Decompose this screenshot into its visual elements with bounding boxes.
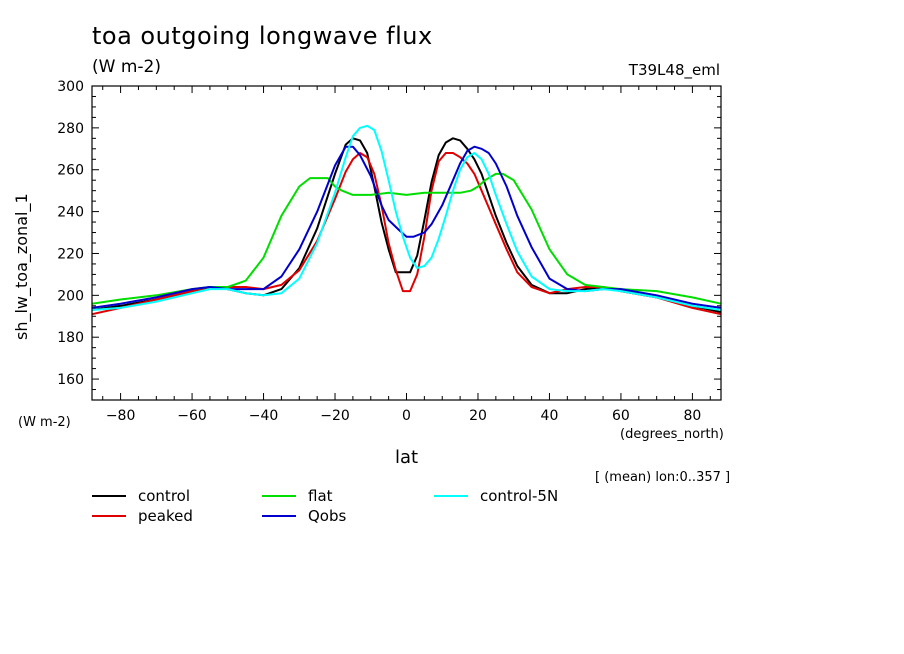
chart-subtitle-units: (W m-2) [92,57,161,77]
x-tick-label: 80 [683,408,701,424]
legend-label: control-5N [480,487,559,505]
legend-swatch [434,495,468,497]
legend-swatch [92,495,126,497]
x-tick-label: −80 [106,408,136,424]
x-tick-label: 0 [402,408,411,424]
y-tick-label: 200 [57,288,84,304]
y-tick-label: 240 [57,205,84,221]
run-name: T39L48_eml [628,61,720,79]
series-line-flat [91,172,722,305]
legend-item: flat [262,487,333,505]
chart-title: toa outgoing longwave flux [92,22,433,50]
y-tick-label: 280 [57,121,84,137]
x-axis-units: (degrees_north) [620,427,724,442]
series-line-control [91,137,722,314]
legend-label: Qobs [308,507,347,525]
series-line-control-5n [91,124,722,311]
y-tick-label: 260 [57,163,84,179]
series-line-qobs [91,145,722,309]
averaging-note: [ (mean) lon:0..357 ] [595,470,731,485]
legend-item: control-5N [434,487,558,505]
legend-swatch [262,495,296,497]
x-tick-label: 40 [541,408,559,424]
legend-swatch [262,515,296,517]
legend-item: control [92,487,190,505]
legend-label: flat [308,487,333,505]
x-tick-label: −40 [249,408,279,424]
x-tick-label: −60 [177,408,207,424]
y-tick-label: 220 [57,246,84,262]
legend-label: control [138,487,190,505]
series-line-peaked [91,152,722,316]
legend-label: peaked [138,507,193,525]
x-tick-label: 60 [612,408,630,424]
y-tick-label: 160 [57,372,84,388]
x-tick-label: −20 [320,408,350,424]
x-axis-label: lat [395,447,419,468]
y-tick-label: 300 [57,79,84,95]
y-axis-units: (W m-2) [18,415,71,430]
legend-item: peaked [92,507,193,525]
plot-frame [91,85,722,401]
legend-swatch [92,515,126,517]
x-tick-label: 20 [469,408,487,424]
legend-item: Qobs [262,507,346,525]
y-tick-label: 180 [57,330,84,346]
